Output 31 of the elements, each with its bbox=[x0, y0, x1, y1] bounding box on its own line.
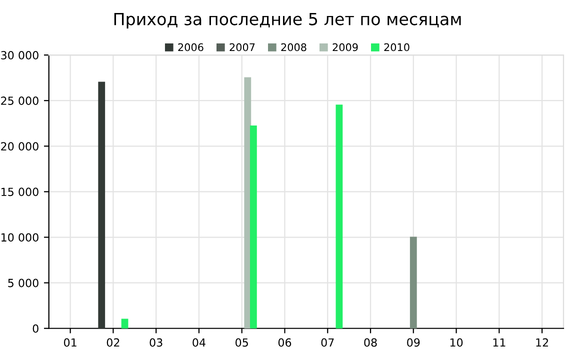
x-tick-label: 07 bbox=[321, 338, 334, 347]
y-tick-label: 15 000 bbox=[1, 188, 38, 196]
bar bbox=[336, 104, 343, 328]
y-tick-label: 25 000 bbox=[1, 96, 38, 105]
x-tick-label: 04 bbox=[192, 338, 206, 347]
legend-label: 2009 bbox=[332, 43, 358, 52]
bar bbox=[244, 77, 252, 328]
bar bbox=[410, 236, 417, 328]
y-tick-label: 30 000 bbox=[1, 51, 38, 60]
chart-title: Приход за последние 5 лет по месяцам bbox=[114, 12, 461, 29]
y-tick-label: 20 000 bbox=[1, 142, 38, 151]
x-tick-label: 12 bbox=[536, 338, 548, 347]
legend-label: 2008 bbox=[281, 43, 306, 52]
x-tick-label: 08 bbox=[364, 338, 377, 347]
x-tick-label: 05 bbox=[236, 338, 248, 347]
y-tick-label: 0 bbox=[32, 324, 38, 333]
x-tick-label: 06 bbox=[278, 338, 292, 347]
x-tick-label: 01 bbox=[64, 338, 76, 347]
x-tick-label: 03 bbox=[150, 338, 162, 347]
x-tick-label: 09 bbox=[407, 338, 420, 347]
bar bbox=[121, 318, 128, 328]
y-tick-label: 5 000 bbox=[8, 278, 38, 288]
bar bbox=[250, 126, 257, 328]
legend-label: 2006 bbox=[178, 43, 204, 52]
x-tick-label: 10 bbox=[450, 338, 463, 347]
bar bbox=[98, 82, 106, 328]
x-tick-label: 11 bbox=[493, 338, 506, 347]
legend-label: 2010 bbox=[384, 43, 410, 52]
y-tick-label: 10 000 bbox=[1, 233, 38, 242]
x-tick-label: 02 bbox=[106, 338, 120, 347]
legend-label: 2007 bbox=[230, 43, 255, 52]
